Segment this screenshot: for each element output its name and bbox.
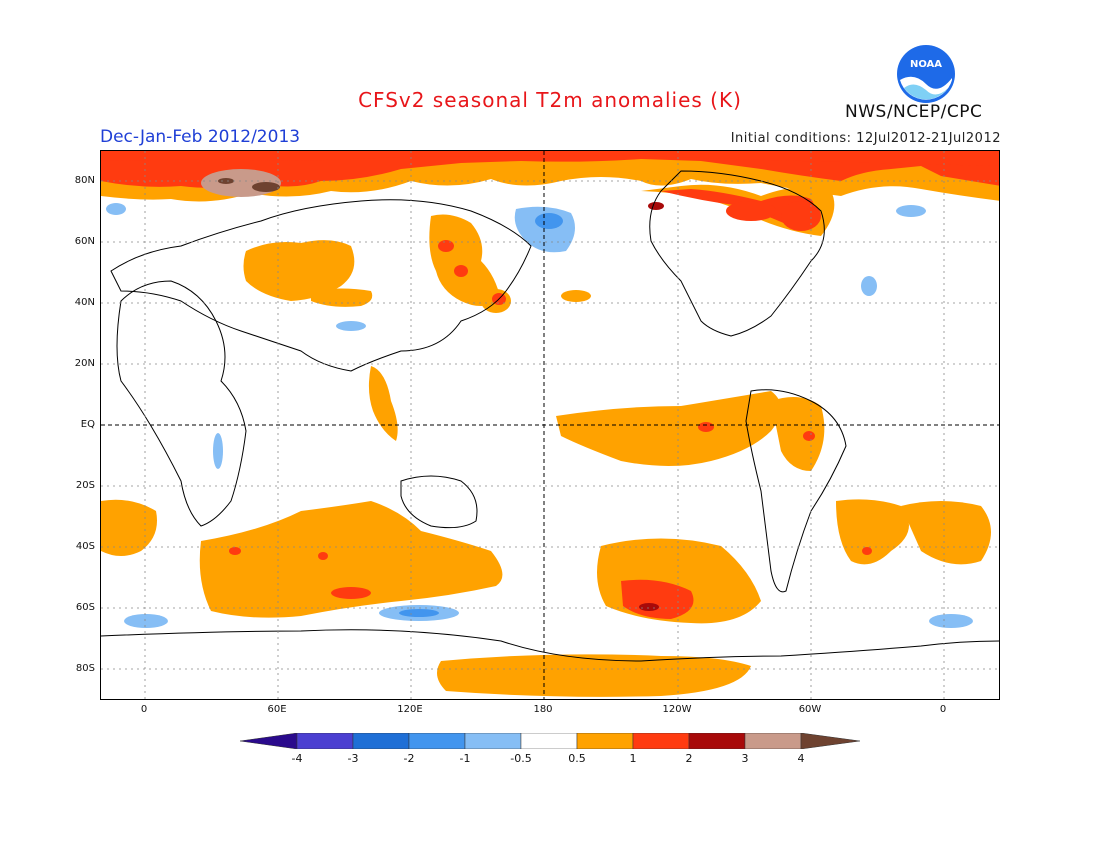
lat-label: 60N xyxy=(74,236,95,247)
lat-label: 60S xyxy=(75,602,95,613)
anomaly-map xyxy=(100,150,1000,700)
colorbar-label: 4 xyxy=(797,752,805,765)
colorbar-segment xyxy=(352,732,410,750)
colorbar-segment xyxy=(520,732,578,750)
colorbar-segment xyxy=(576,732,634,750)
cool-anomalies xyxy=(106,203,973,628)
colorbar-segment xyxy=(296,732,354,750)
organization-label: NWS/NCEP/CPC xyxy=(845,102,983,122)
lat-label: 80N xyxy=(74,175,95,186)
noaa-logo: NOAA xyxy=(896,44,956,108)
colorbar-segment xyxy=(688,732,746,750)
colorbar-segment xyxy=(744,732,802,750)
colorbar-label: 0.5 xyxy=(568,752,586,765)
colorbar-label: 3 xyxy=(741,752,749,765)
lat-label: EQ xyxy=(80,419,95,430)
lat-label: 20N xyxy=(74,358,95,369)
colorbar-segment xyxy=(632,732,690,750)
colorbar-label: 1 xyxy=(629,752,637,765)
lon-label: 60W xyxy=(798,704,822,715)
lat-label: 80S xyxy=(75,663,95,674)
colorbar-label: -0.5 xyxy=(510,752,532,765)
lon-label: 60E xyxy=(267,704,287,715)
colorbar-label: -2 xyxy=(403,752,415,765)
colorbar-label: 2 xyxy=(685,752,693,765)
lon-label: 120W xyxy=(662,704,692,715)
lon-label: 180 xyxy=(533,704,553,715)
colorbar-segment xyxy=(239,732,298,750)
lat-label: 40N xyxy=(74,297,95,308)
colorbar-label: -3 xyxy=(347,752,359,765)
coastlines xyxy=(101,170,999,662)
initial-conditions-label: Initial conditions: 12Jul2012-21Jul2012 xyxy=(730,131,1001,146)
southern-ocean-anomaly xyxy=(101,499,991,697)
colorbar-segment xyxy=(464,732,522,750)
season-label: Dec-Jan-Feb 2012/2013 xyxy=(100,127,301,147)
colorbar-segment xyxy=(408,732,466,750)
map-title: CFSv2 seasonal T2m anomalies (K) xyxy=(358,88,742,112)
lon-label: 120E xyxy=(397,704,423,715)
colorbar-label: -1 xyxy=(459,752,471,765)
lon-label: 0 xyxy=(140,704,148,715)
lat-label: 20S xyxy=(75,480,95,491)
colorbar xyxy=(239,732,862,753)
colorbar-label: -4 xyxy=(291,752,303,765)
lon-label: 0 xyxy=(939,704,947,715)
lat-label: 40S xyxy=(75,541,95,552)
colorbar-segment xyxy=(800,732,861,750)
graticule xyxy=(101,151,999,699)
logo-text: NOAA xyxy=(910,59,942,70)
eurasia-anomaly xyxy=(243,214,591,441)
